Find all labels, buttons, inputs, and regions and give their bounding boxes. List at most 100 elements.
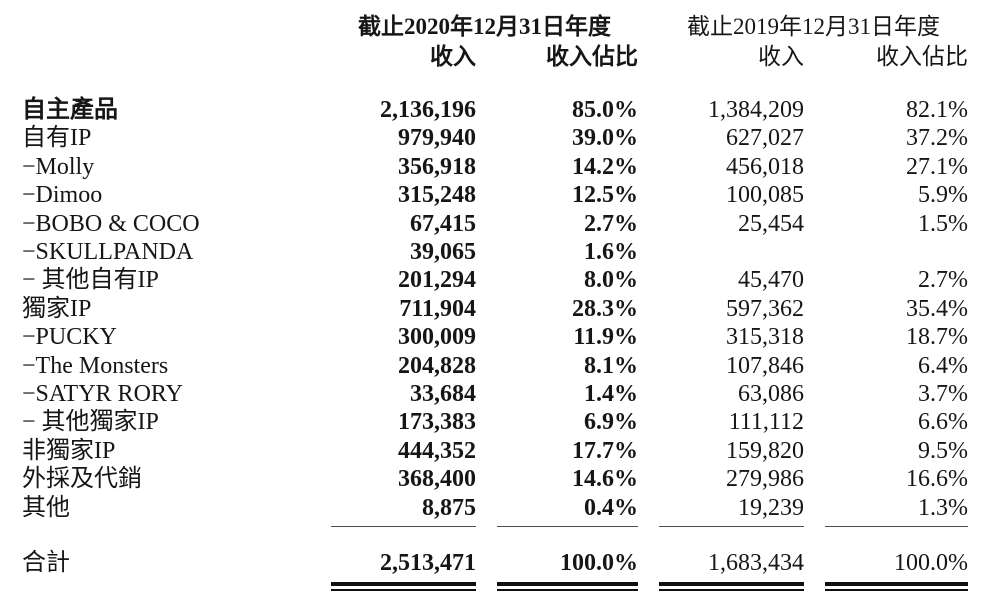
total-row: 合計 2,513,471 100.0% 1,683,434 100.0%: [0, 549, 1000, 577]
share-2019: 82.1%: [906, 97, 968, 123]
table-row: −SATYR RORY 33,684 1.4% 63,086 3.7%: [0, 380, 1000, 408]
row-label: −The Monsters: [22, 352, 169, 379]
row-label: −BOBO & COCO: [22, 210, 200, 237]
share-2020: 39.0%: [572, 125, 638, 152]
table-row: −BOBO & COCO 67,415 2.7% 25,454 1.5%: [0, 210, 1000, 238]
total-revenue-2019: 1,683,434: [708, 550, 804, 577]
share-2020: 11.9%: [573, 324, 638, 351]
revenue-2020: 444,352: [398, 437, 476, 464]
revenue-2020: 2,136,196: [380, 97, 476, 123]
table-row: −SKULLPANDA 39,065 1.6%: [0, 238, 1000, 266]
column-double-rule: [659, 582, 804, 592]
table-row: 非獨家IP 444,352 17.7% 159,820 9.5%: [0, 437, 1000, 465]
column-double-rule: [497, 582, 638, 592]
revenue-2020: 39,065: [410, 239, 476, 266]
table-body: 自主產品 2,136,196 85.0% 1,384,209 82.1% 自有I…: [0, 96, 1000, 592]
share-2019: 9.5%: [918, 437, 968, 464]
column-header-share-2019: 收入佔比: [876, 44, 968, 69]
share-2020: 85.0%: [572, 97, 638, 123]
column-rule: [659, 526, 804, 528]
column-header-share-2020: 收入佔比: [546, 44, 638, 69]
share-2020: 12.5%: [572, 182, 638, 209]
table-header: 截止2020年12月31日年度 截止2019年12月31日年度 收入 收入佔比 …: [0, 0, 1000, 72]
revenue-2020: 201,294: [398, 267, 476, 294]
revenue-2019: 45,470: [738, 267, 804, 294]
revenue-2019: 25,454: [738, 210, 804, 237]
column-rule: [497, 526, 638, 528]
revenue-2020: 204,828: [398, 352, 476, 379]
row-label: 自主產品: [22, 97, 118, 123]
row-label: −Molly: [22, 153, 95, 180]
column-header-revenue-2019: 收入: [758, 44, 804, 69]
revenue-2020: 33,684: [410, 381, 476, 408]
revenue-2019: 597,362: [726, 295, 804, 322]
row-label: − 其他獨家IP: [22, 409, 159, 436]
share-2019: 35.4%: [906, 295, 968, 322]
row-label: −Dimoo: [22, 182, 103, 209]
share-2020: 2.7%: [584, 210, 638, 237]
revenue-2020: 67,415: [410, 210, 476, 237]
grand-total-rule: [0, 582, 1000, 592]
row-label: 自有IP: [22, 125, 92, 152]
table-row: − 其他獨家IP 173,383 6.9% 111,112 6.6%: [0, 408, 1000, 436]
revenue-2019: 627,027: [726, 125, 804, 152]
share-2020: 1.4%: [584, 381, 638, 408]
revenue-2019: 315,318: [726, 324, 804, 351]
revenue-2019: 100,085: [726, 182, 804, 209]
table-row: −Dimoo 315,248 12.5% 100,085 5.9%: [0, 181, 1000, 209]
share-2020: 14.2%: [572, 153, 638, 180]
share-2020: 0.4%: [584, 494, 638, 521]
share-2020: 17.7%: [572, 437, 638, 464]
row-label: 獨家IP: [22, 295, 92, 322]
table-row: −PUCKY 300,009 11.9% 315,318 18.7%: [0, 323, 1000, 351]
column-rule: [331, 526, 476, 528]
row-label: − 其他自有IP: [22, 267, 159, 294]
revenue-2020: 711,904: [399, 295, 476, 322]
share-2020: 1.6%: [584, 239, 638, 266]
revenue-2020: 173,383: [398, 409, 476, 436]
share-2019: 27.1%: [906, 153, 968, 180]
column-double-rule: [825, 582, 968, 592]
share-2019: 16.6%: [906, 466, 968, 493]
revenue-2019: 19,239: [738, 494, 804, 521]
column-header-revenue-2020: 收入: [430, 44, 476, 69]
share-2019: 18.7%: [906, 324, 968, 351]
share-2019: 3.7%: [918, 381, 968, 408]
total-share-2019: 100.0%: [894, 550, 968, 577]
share-2019: 2.7%: [918, 267, 968, 294]
total-label: 合計: [22, 550, 70, 577]
row-label: 外採及代銷: [22, 466, 142, 493]
share-2019: 37.2%: [906, 125, 968, 152]
share-2020: 14.6%: [572, 466, 638, 493]
revenue-2019: 107,846: [726, 352, 804, 379]
total-revenue-2020: 2,513,471: [380, 550, 476, 577]
revenue-2019: 159,820: [726, 437, 804, 464]
subtotal-rule: [0, 522, 1000, 528]
revenue-2020: 8,875: [422, 494, 476, 521]
table-row: 外採及代銷 368,400 14.6% 279,986 16.6%: [0, 465, 1000, 493]
share-2020: 8.0%: [584, 267, 638, 294]
revenue-2019: 111,112: [728, 409, 804, 436]
row-label: 其他: [22, 494, 70, 521]
table-row: 其他 8,875 0.4% 19,239 1.3%: [0, 494, 1000, 522]
row-label: −SKULLPANDA: [22, 239, 194, 266]
share-2019: 1.5%: [918, 210, 968, 237]
table-row: −The Monsters 204,828 8.1% 107,846 6.4%: [0, 352, 1000, 380]
period-2020-header: 截止2020年12月31日年度: [358, 14, 611, 39]
revenue-2019: 1,384,209: [708, 97, 804, 123]
revenue-2020: 300,009: [398, 324, 476, 351]
revenue-2020: 368,400: [398, 466, 476, 493]
revenue-2020: 315,248: [398, 182, 476, 209]
revenue-2020: 356,918: [398, 153, 476, 180]
table-row: 自主產品 2,136,196 85.0% 1,384,209 82.1%: [0, 96, 1000, 124]
share-2019: 1.3%: [918, 494, 968, 521]
table-row: 自有IP 979,940 39.0% 627,027 37.2%: [0, 124, 1000, 152]
share-2019: 6.4%: [918, 352, 968, 379]
share-2019: 5.9%: [918, 182, 968, 209]
revenue-2019: 279,986: [726, 466, 804, 493]
column-double-rule: [331, 582, 476, 592]
total-share-2020: 100.0%: [560, 550, 638, 577]
share-2020: 6.9%: [584, 409, 638, 436]
column-rule: [825, 526, 968, 528]
